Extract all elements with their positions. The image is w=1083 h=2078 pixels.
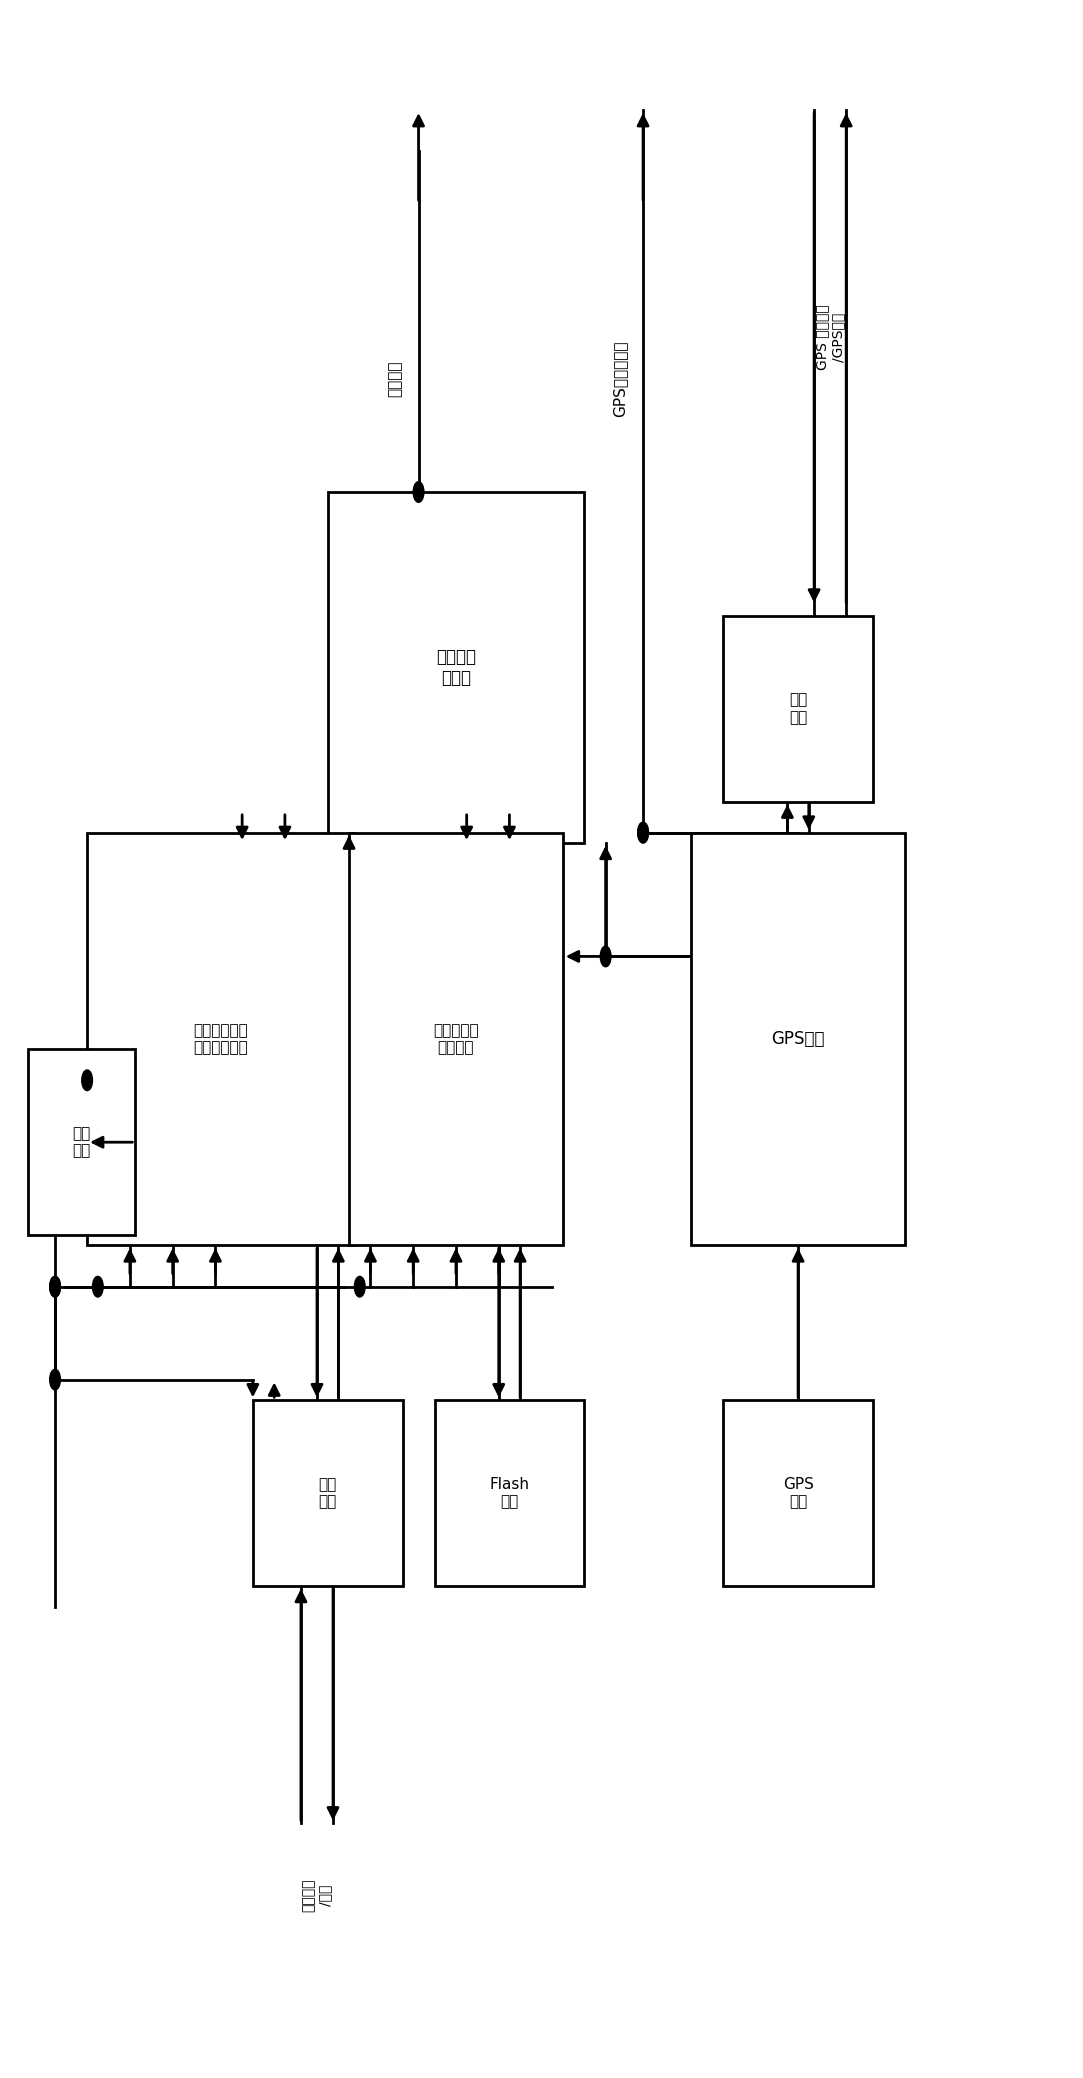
Bar bbox=[328, 492, 584, 844]
Text: 第一
串口: 第一 串口 bbox=[318, 1477, 337, 1509]
Circle shape bbox=[638, 823, 649, 844]
Text: 频率设置
/读出: 频率设置 /读出 bbox=[302, 1879, 332, 1912]
Text: GPS 数据输出
/GPS设置: GPS 数据输出 /GPS设置 bbox=[815, 303, 845, 370]
Text: GPS
天线: GPS 天线 bbox=[783, 1477, 813, 1509]
Text: 第二
串口: 第二 串口 bbox=[788, 692, 807, 725]
Bar bbox=[349, 833, 563, 1245]
Bar bbox=[28, 1049, 135, 1234]
Bar bbox=[434, 1401, 584, 1586]
Text: 分频功能
模块组: 分频功能 模块组 bbox=[436, 648, 475, 688]
Circle shape bbox=[92, 1276, 103, 1297]
Text: 晶振
模块: 晶振 模块 bbox=[73, 1126, 91, 1157]
Text: 相位检测与控
制功能模块组: 相位检测与控 制功能模块组 bbox=[194, 1022, 248, 1056]
Text: Flash
芯片: Flash 芯片 bbox=[490, 1477, 530, 1509]
Text: GPS模块: GPS模块 bbox=[771, 1031, 825, 1047]
Circle shape bbox=[354, 1276, 365, 1297]
Text: 时标信号: 时标信号 bbox=[388, 359, 403, 397]
Circle shape bbox=[50, 1276, 61, 1297]
Circle shape bbox=[82, 1070, 92, 1091]
Text: 通讯与存傘
控制模块: 通讯与存傘 控制模块 bbox=[433, 1022, 479, 1056]
Circle shape bbox=[638, 823, 649, 844]
Bar bbox=[87, 833, 354, 1245]
Circle shape bbox=[600, 945, 611, 966]
Text: GPS秒脉冲信号: GPS秒脉冲信号 bbox=[612, 341, 627, 418]
Circle shape bbox=[414, 482, 423, 503]
Circle shape bbox=[50, 1276, 61, 1297]
Bar bbox=[723, 1401, 873, 1586]
Bar bbox=[723, 615, 873, 802]
Bar bbox=[691, 833, 905, 1245]
Bar bbox=[252, 1401, 403, 1586]
Circle shape bbox=[50, 1369, 61, 1390]
